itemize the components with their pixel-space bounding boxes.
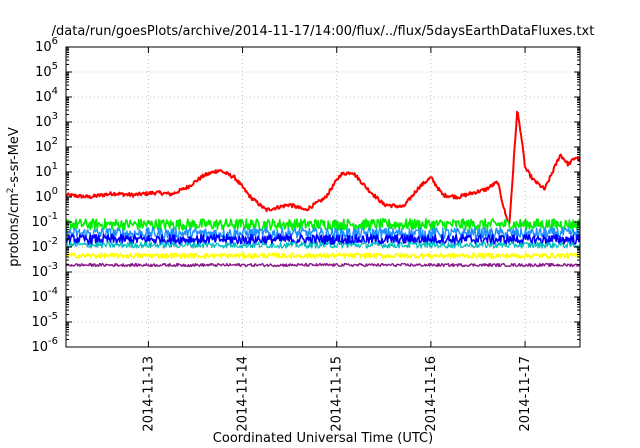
y-tick-label: 106 bbox=[35, 36, 58, 55]
y-tick-label: 10-5 bbox=[31, 311, 58, 330]
series-line-4 bbox=[66, 233, 580, 246]
x-tick-label: 2014-11-14 bbox=[236, 356, 251, 432]
x-tick-label: 2014-11-13 bbox=[141, 356, 156, 432]
y-tick-label: 101 bbox=[35, 161, 58, 180]
y-tick-label: 103 bbox=[35, 111, 58, 130]
chart-title: /data/run/goesPlots/archive/2014-11-17/1… bbox=[52, 24, 595, 39]
series-line-6 bbox=[66, 252, 580, 259]
series-line-1 bbox=[66, 110, 580, 225]
series-line-5 bbox=[66, 241, 580, 249]
y-tick-label: 10-3 bbox=[31, 261, 58, 280]
y-tick-label: 10-4 bbox=[31, 286, 58, 305]
x-tick-label: 2014-11-17 bbox=[518, 356, 533, 432]
y-tick-label: 104 bbox=[35, 86, 58, 105]
x-axis-label: Coordinated Universal Time (UTC) bbox=[213, 431, 433, 446]
y-axis-label: protons/cm2-s-sr-MeV bbox=[6, 127, 22, 267]
x-tick-label: 2014-11-16 bbox=[424, 356, 439, 432]
y-tick-label: 10-1 bbox=[31, 211, 58, 230]
grid-lines bbox=[66, 47, 580, 347]
y-tick-label: 10-6 bbox=[31, 336, 58, 355]
y-tick-label: 105 bbox=[35, 61, 58, 80]
y-tick-label: 10-2 bbox=[31, 236, 58, 255]
axis-ticks: 10-6 10-5 10-4 10-3 10-2 10-1 100 101 102 103 104 1… bbox=[31, 36, 580, 432]
series-line-7 bbox=[66, 262, 580, 268]
x-tick-label: 2014-11-15 bbox=[330, 356, 345, 432]
y-tick-label: 100 bbox=[35, 186, 58, 205]
series-layer bbox=[66, 110, 580, 268]
y-tick-label: 102 bbox=[35, 136, 58, 155]
series-line-2 bbox=[66, 218, 580, 231]
